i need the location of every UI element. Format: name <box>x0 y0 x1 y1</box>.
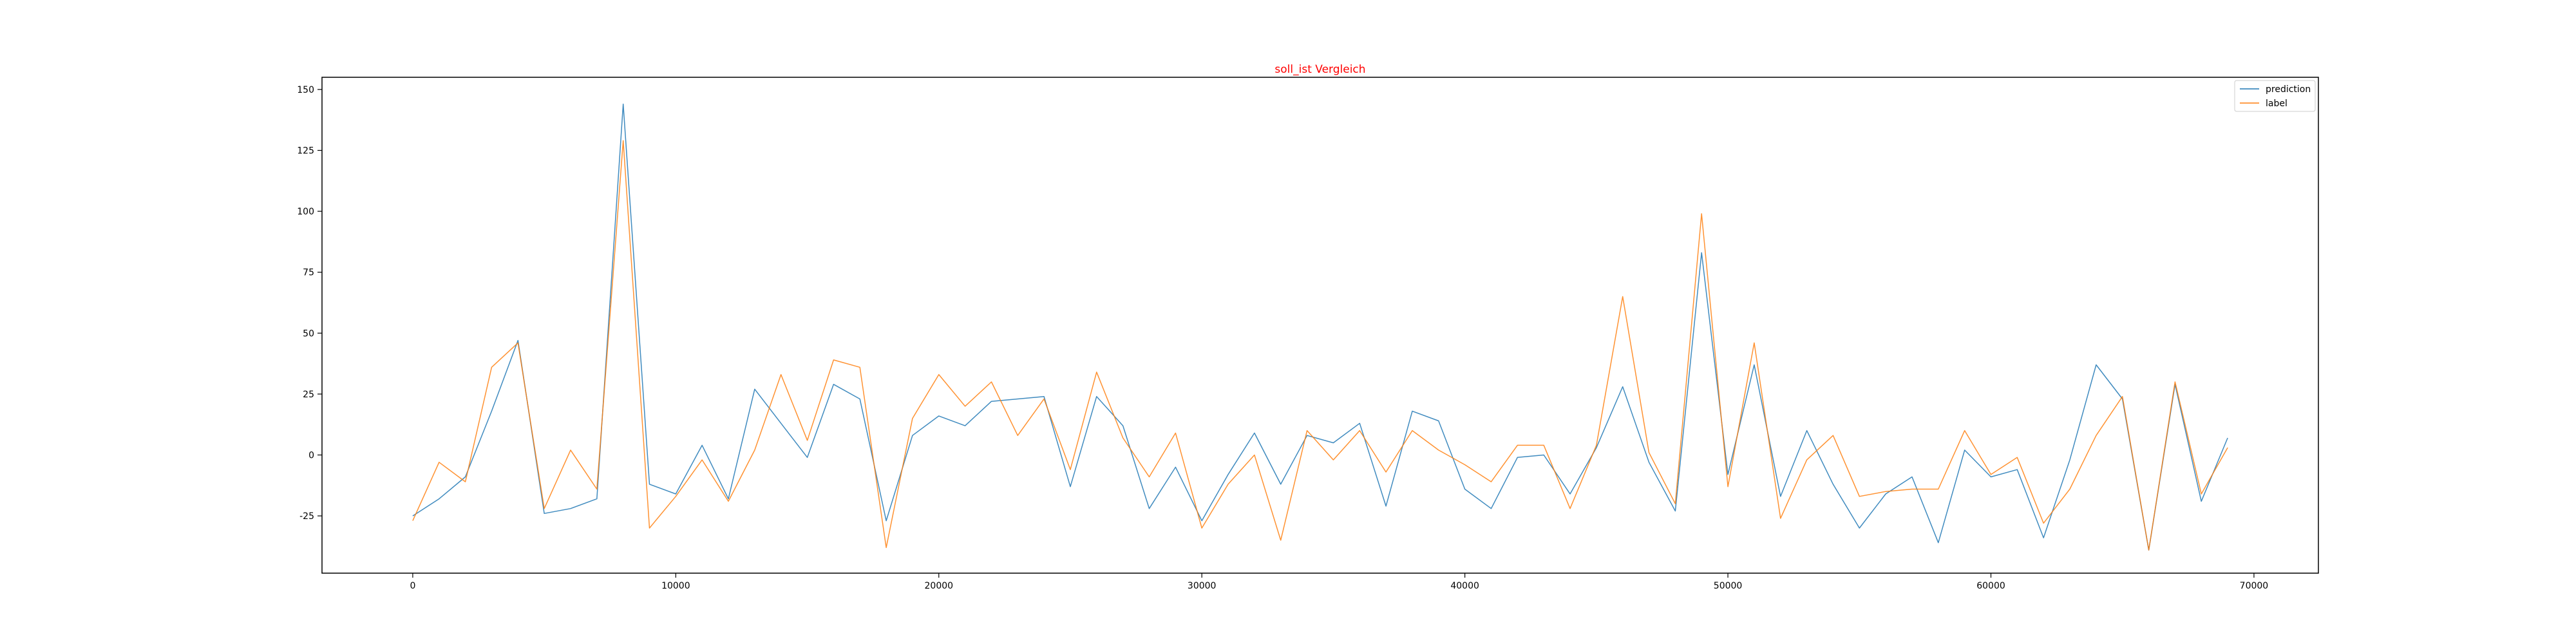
y-axis: -25 0 25 50 75 100 125 150 <box>297 85 322 522</box>
x-tick-label: 20000 <box>925 581 954 591</box>
y-tick-label: 0 <box>308 450 314 460</box>
x-tick-label: 40000 <box>1450 581 1479 591</box>
y-tick-label: 125 <box>297 146 314 156</box>
y-tick-label: 75 <box>303 268 314 278</box>
chart-title: soll_ist Vergleich <box>1274 63 1365 76</box>
x-tick-label: 10000 <box>661 581 690 591</box>
legend-box <box>2234 80 2316 112</box>
legend: prediction label <box>2234 80 2316 112</box>
x-tick-label: 70000 <box>2240 581 2269 591</box>
series-line-label <box>412 140 2228 551</box>
y-tick-label: 25 <box>303 390 314 400</box>
y-tick-label: 50 <box>303 328 314 339</box>
series-layer <box>412 103 2228 551</box>
legend-label-label: label <box>2266 99 2287 109</box>
x-tick-label: 50000 <box>1714 581 1743 591</box>
x-tick-label: 0 <box>410 581 415 591</box>
y-tick-label: 150 <box>297 85 314 95</box>
x-tick-label: 60000 <box>1976 581 2005 591</box>
y-tick-label: 100 <box>297 207 314 217</box>
plot-frame <box>321 77 2319 574</box>
legend-label-prediction: prediction <box>2266 84 2311 95</box>
x-tick-label: 30000 <box>1188 581 1217 591</box>
y-tick-label: -25 <box>299 511 314 522</box>
series-line-prediction <box>412 103 2228 551</box>
x-axis: 0 10000 20000 30000 40000 50000 60000 70000 <box>410 573 2268 591</box>
